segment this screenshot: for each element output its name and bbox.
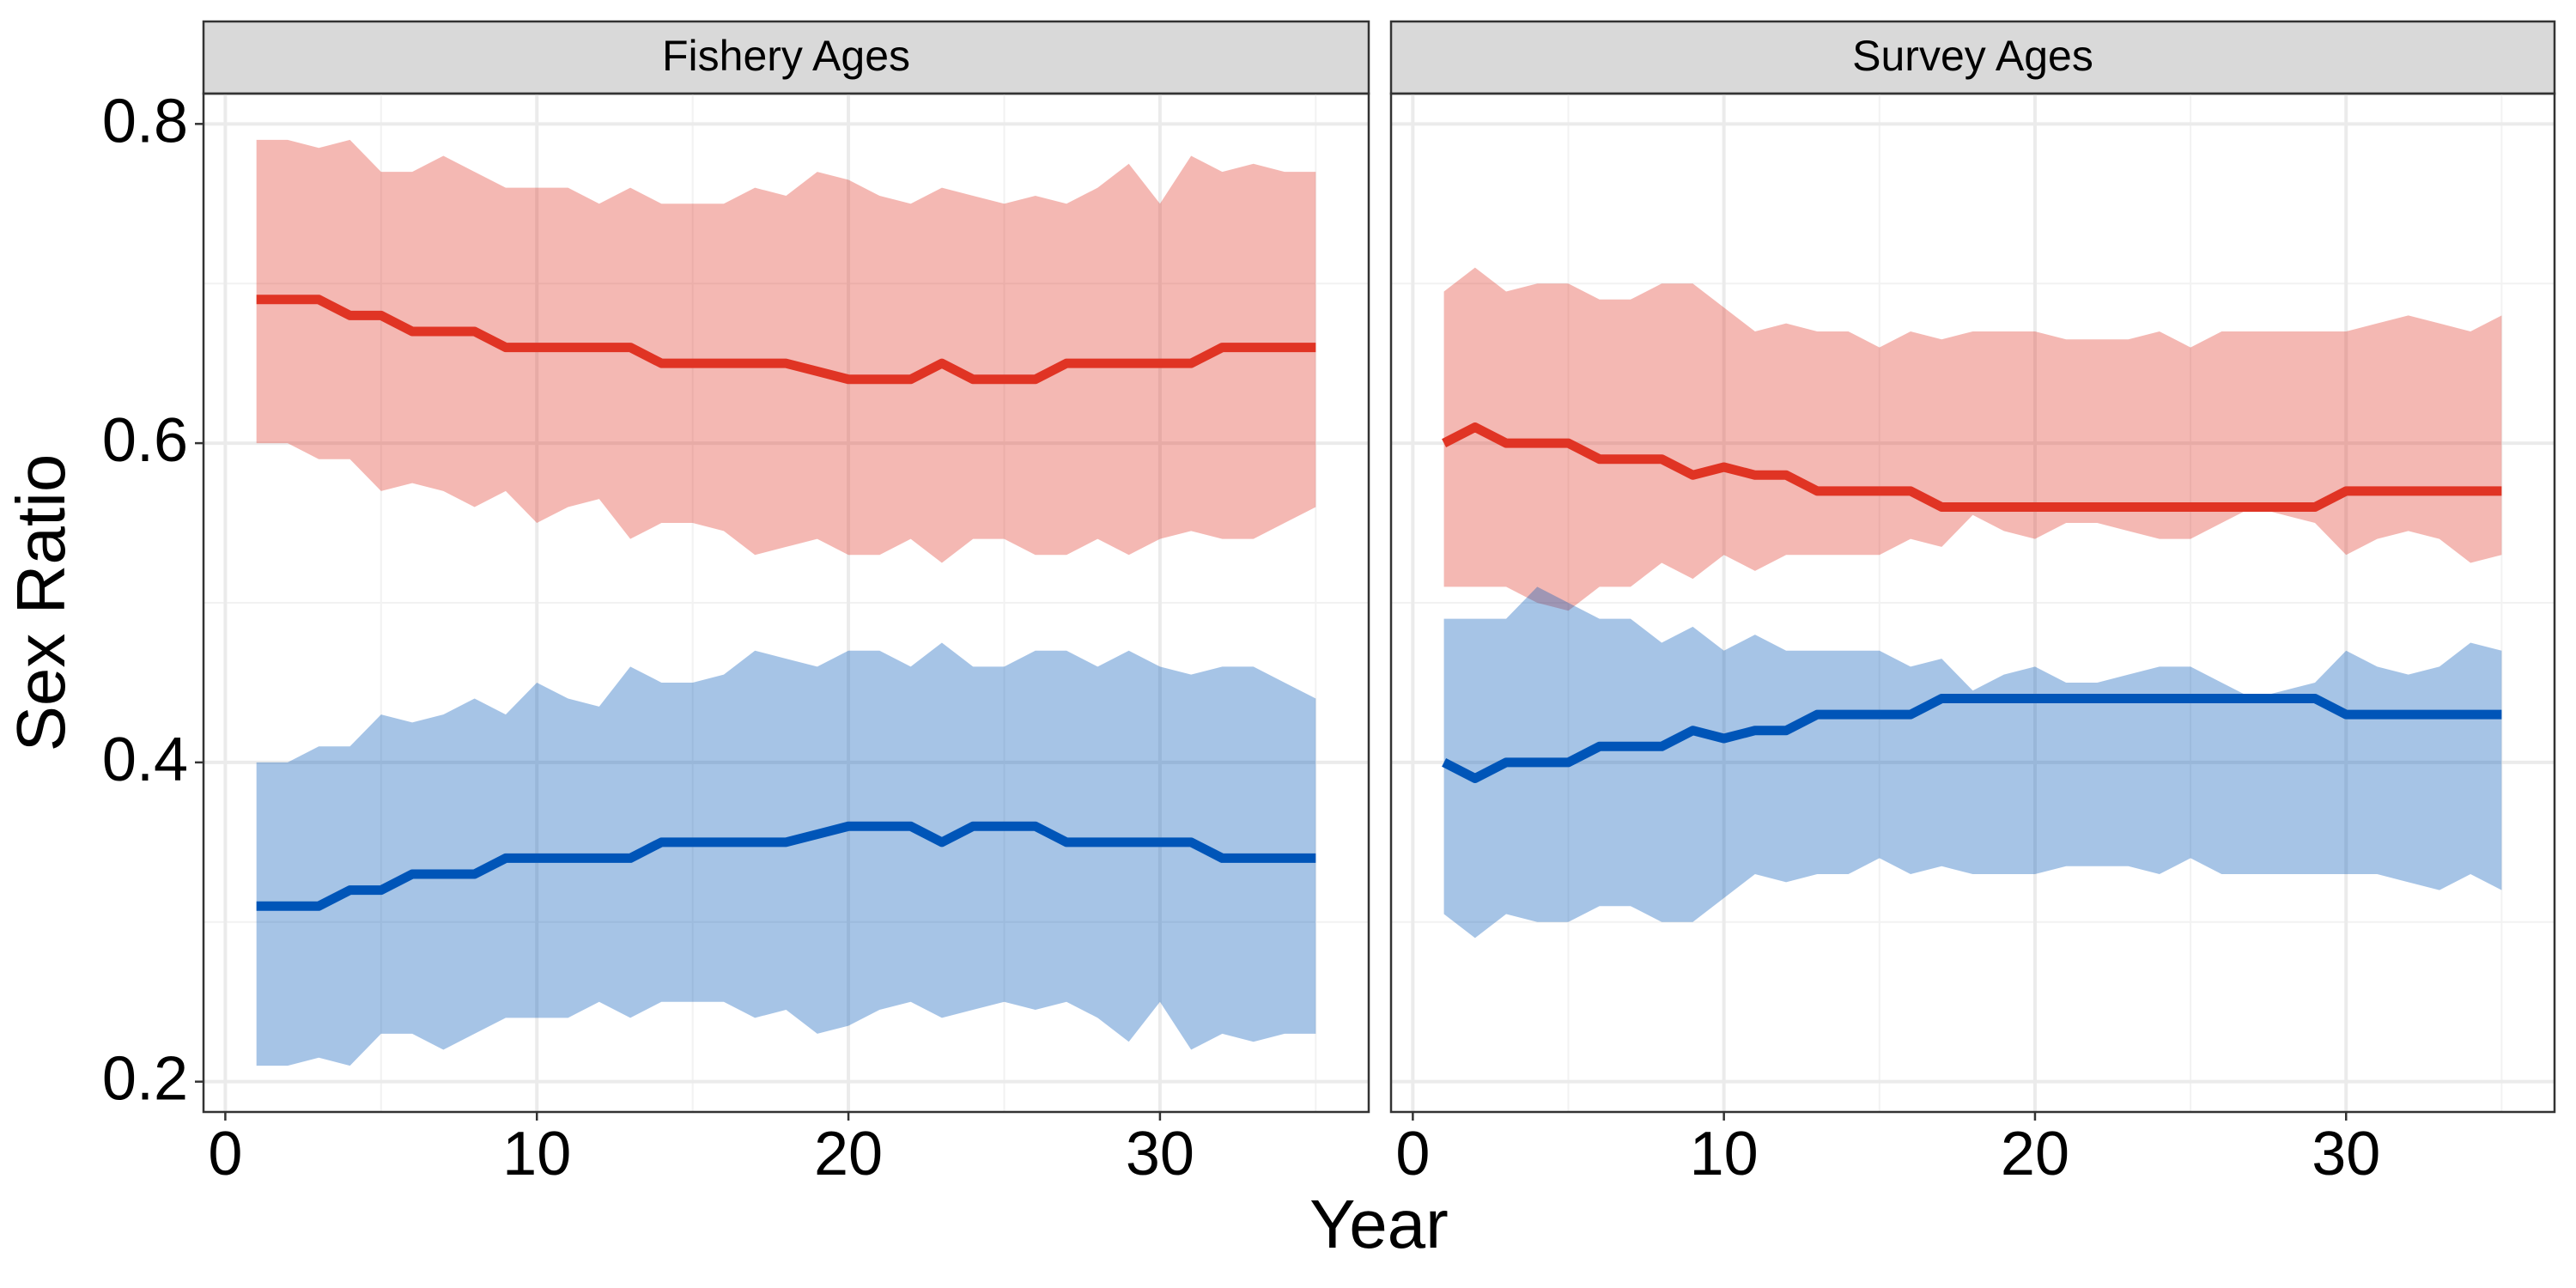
x-tick-label: 10 [502,1120,571,1188]
y-axis-label: Sex Ratio [3,454,79,752]
y-tick-label: 0.4 [102,726,188,794]
median-line [256,295,1316,385]
strip [1389,20,2556,95]
strip-title: Survey Ages [1852,32,2093,80]
y-tick-label: 0.8 [102,87,188,155]
strip-title: Fishery Ages [662,32,910,80]
confidence-band [1443,586,2502,939]
x-tick-label: 30 [2312,1120,2380,1188]
y-tick-label: 0.2 [102,1045,188,1114]
x-axis-label: Year [1309,1186,1449,1262]
confidence-band [256,642,1316,1066]
median-line [1442,422,2502,512]
x-tick-label: 10 [1690,1120,1759,1188]
median-line [256,821,1316,911]
confidence-band [1443,267,2502,611]
y-tick-label: 0.6 [102,406,188,475]
panel-border [1389,92,2556,1114]
x-tick-label: 30 [1126,1120,1194,1188]
confidence-band [256,139,1316,563]
x-tick-label: 20 [814,1120,883,1188]
panel-border [202,92,1370,1114]
median-line [1442,694,2502,783]
x-tick-label: 20 [2001,1120,2069,1188]
x-tick-label: 0 [208,1120,242,1188]
x-tick-label: 0 [1395,1120,1430,1188]
